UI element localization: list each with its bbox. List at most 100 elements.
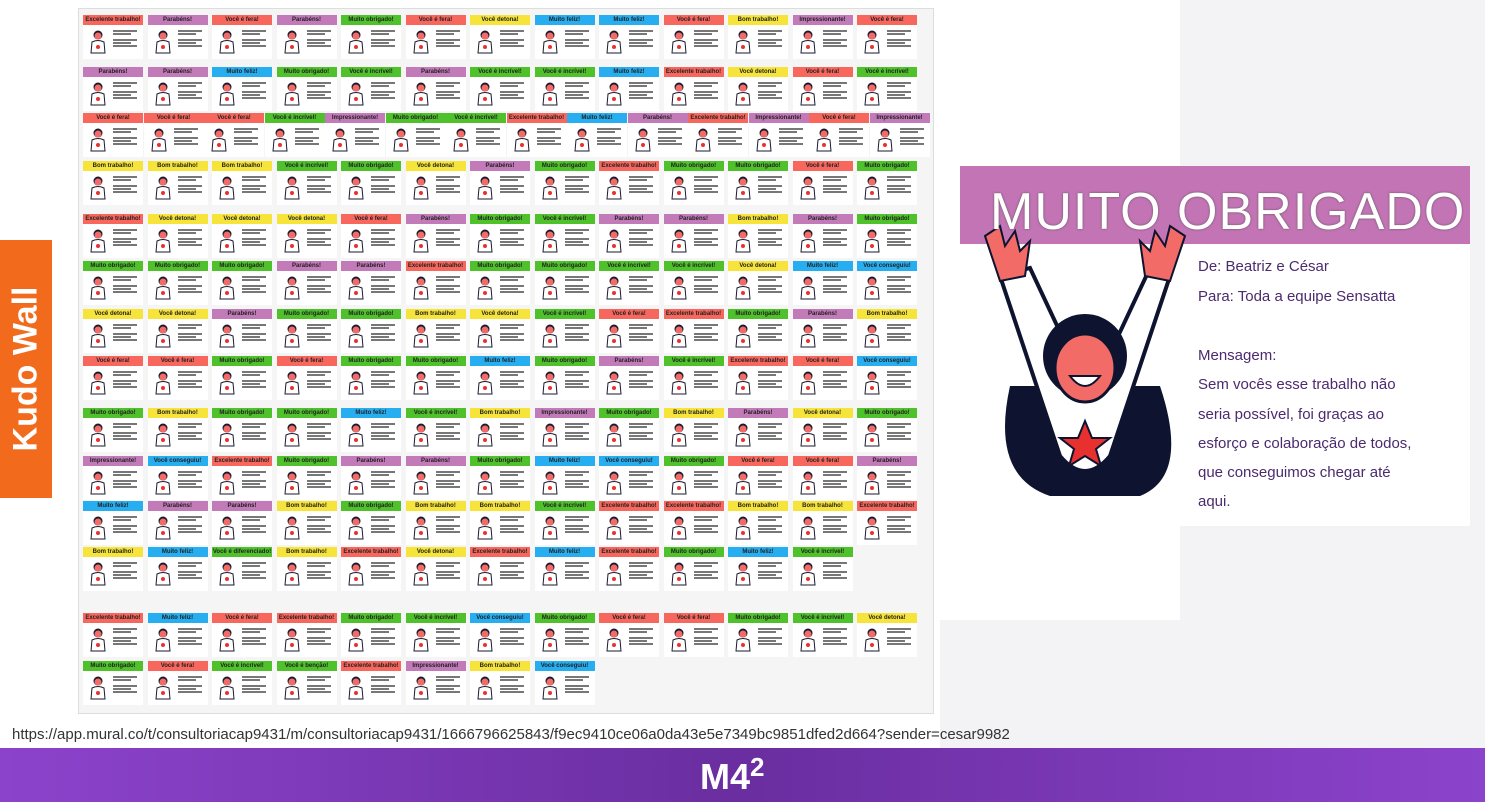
kudo-card[interactable]: Muito obrigado! [857, 161, 917, 205]
kudo-card[interactable]: Excelente trabalho! [506, 113, 567, 157]
kudo-card[interactable]: Bom trabalho! [147, 408, 208, 452]
kudo-card[interactable]: Bom trabalho! [276, 501, 337, 545]
kudo-card[interactable]: Você detona! [405, 547, 466, 591]
kudo-card[interactable]: Impressionante! [748, 113, 809, 157]
kudo-card[interactable]: Bom trabalho! [470, 661, 530, 705]
kudo-card[interactable]: Muito feliz! [534, 456, 595, 500]
kudo-card[interactable]: Excelente trabalho! [405, 261, 466, 305]
kudo-card[interactable]: Você é fera! [599, 309, 659, 353]
kudo-card[interactable]: Você é fera! [212, 15, 272, 59]
kudo-card[interactable]: Impressionante! [325, 113, 385, 157]
kudo-card[interactable]: Muito obrigado! [83, 661, 143, 705]
kudo-card[interactable]: Muito obrigado! [470, 214, 530, 258]
kudo-card[interactable]: Você conseguiu! [857, 261, 917, 305]
kudo-card[interactable]: Parabéns! [276, 15, 337, 59]
kudo-card[interactable]: Você é fera! [792, 161, 853, 205]
kudo-card[interactable]: Excelente trabalho! [663, 501, 724, 545]
kudo-card[interactable]: Você detona! [147, 309, 208, 353]
kudo-card[interactable]: Você conseguiu! [147, 456, 208, 500]
kudo-card[interactable]: Você é incrível! [276, 161, 337, 205]
kudo-card[interactable]: Você é fera! [276, 356, 337, 400]
kudo-card[interactable]: Muito obrigado! [857, 214, 917, 258]
kudo-card[interactable]: Muito obrigado! [385, 113, 446, 157]
kudo-card[interactable]: Muito feliz! [728, 547, 788, 591]
kudo-card[interactable]: Você é incrível! [534, 214, 595, 258]
kudo-card[interactable]: Você é incrível! [534, 67, 595, 111]
kudo-card[interactable]: Parabéns! [83, 67, 143, 111]
kudo-card[interactable]: Você detona! [470, 15, 530, 59]
kudo-card[interactable]: Excelente trabalho! [341, 547, 401, 591]
kudo-card[interactable]: Você é incrível! [264, 113, 325, 157]
kudo-card[interactable]: Excelente trabalho! [599, 501, 659, 545]
kudo-card[interactable]: Você detona! [405, 161, 466, 205]
kudo-card[interactable]: Bom trabalho! [147, 161, 208, 205]
kudo-card[interactable]: Bom trabalho! [470, 501, 530, 545]
kudo-card[interactable]: Você conseguiu! [857, 356, 917, 400]
kudo-card[interactable]: Bom trabalho! [470, 408, 530, 452]
kudo-card[interactable]: Muito obrigado! [728, 613, 788, 657]
kudo-card[interactable]: Impressionante! [534, 408, 595, 452]
kudo-card[interactable]: Você é incrível! [663, 356, 724, 400]
kudo-card[interactable]: Você é fera! [204, 113, 264, 157]
kudo-card[interactable]: Muito obrigado! [341, 501, 401, 545]
kudo-card[interactable]: Muito obrigado! [83, 408, 143, 452]
kudo-card[interactable]: Parabéns! [147, 15, 208, 59]
kudo-card[interactable]: Você conseguiu! [470, 613, 530, 657]
kudo-card[interactable]: Você é fera! [857, 15, 917, 59]
kudo-card[interactable]: Você é incrível! [470, 67, 530, 111]
kudo-card[interactable]: Muito obrigado! [276, 67, 337, 111]
kudo-card[interactable]: Bom trabalho! [405, 309, 466, 353]
kudo-card[interactable]: Você detona! [212, 214, 272, 258]
kudo-card[interactable]: Bom trabalho! [792, 501, 853, 545]
kudo-card[interactable]: Você detona! [728, 67, 788, 111]
kudo-card[interactable]: Parabéns! [470, 161, 530, 205]
kudo-card[interactable]: Você é incrível! [792, 613, 853, 657]
kudo-card[interactable]: Muito feliz! [567, 113, 627, 157]
kudo-card[interactable]: Muito obrigado! [276, 408, 337, 452]
kudo-card[interactable]: Parabéns! [212, 309, 272, 353]
kudo-card[interactable]: Parabéns! [341, 456, 401, 500]
kudo-card[interactable]: Excelente trabalho! [470, 547, 530, 591]
kudo-card[interactable]: Muito obrigado! [728, 161, 788, 205]
kudo-card[interactable]: Excelente trabalho! [688, 113, 748, 157]
kudo-card[interactable]: Parabéns! [663, 214, 724, 258]
kudo-card[interactable]: Parabéns! [405, 214, 466, 258]
kudo-card[interactable]: Parabéns! [405, 456, 466, 500]
kudo-card[interactable]: Bom trabalho! [728, 214, 788, 258]
kudo-card[interactable]: Muito obrigado! [341, 15, 401, 59]
kudo-card[interactable]: Parabéns! [728, 408, 788, 452]
kudo-card[interactable]: Parabéns! [147, 501, 208, 545]
kudo-card[interactable]: Você é incrível! [405, 408, 466, 452]
kudo-card[interactable]: Muito obrigado! [341, 356, 401, 400]
kudo-card[interactable]: Excelente trabalho! [857, 501, 917, 545]
kudo-card[interactable]: Bom trabalho! [857, 309, 917, 353]
kudo-card[interactable]: Muito obrigado! [470, 261, 530, 305]
kudo-card[interactable]: Você é fera! [83, 113, 143, 157]
kudo-card[interactable]: Muito feliz! [341, 408, 401, 452]
kudo-card[interactable]: Você é fera! [212, 613, 272, 657]
kudo-card[interactable]: Muito obrigado! [663, 161, 724, 205]
kudo-card[interactable]: Excelente trabalho! [599, 547, 659, 591]
kudo-card[interactable]: Você é incrível! [663, 261, 724, 305]
kudo-card[interactable]: Você é fera! [147, 661, 208, 705]
kudo-card[interactable]: Bom trabalho! [212, 161, 272, 205]
kudo-card[interactable]: Muito feliz! [534, 547, 595, 591]
kudo-card[interactable]: Excelente trabalho! [663, 309, 724, 353]
kudo-card[interactable]: Muito feliz! [147, 547, 208, 591]
kudo-card[interactable]: Muito obrigado! [470, 456, 530, 500]
kudo-card[interactable]: Você é benção! [276, 661, 337, 705]
kudo-card[interactable]: Excelente trabalho! [599, 161, 659, 205]
kudo-card[interactable]: Você é fera! [792, 456, 853, 500]
kudo-card[interactable]: Bom trabalho! [83, 161, 143, 205]
kudo-card[interactable]: Muito feliz! [792, 261, 853, 305]
kudo-card[interactable]: Muito obrigado! [663, 547, 724, 591]
mural-link[interactable]: https://app.mural.co/t/consultoriacap943… [12, 726, 1010, 743]
kudo-card[interactable]: Muito obrigado! [663, 456, 724, 500]
kudo-card[interactable]: Parabéns! [792, 309, 853, 353]
kudo-card[interactable]: Bom trabalho! [663, 408, 724, 452]
kudo-card[interactable]: Muito obrigado! [728, 309, 788, 353]
kudo-card[interactable]: Muito obrigado! [276, 456, 337, 500]
kudo-card[interactable]: Bom trabalho! [276, 547, 337, 591]
kudo-card[interactable]: Você é incrível! [212, 661, 272, 705]
kudo-card[interactable]: Parabéns! [147, 67, 208, 111]
